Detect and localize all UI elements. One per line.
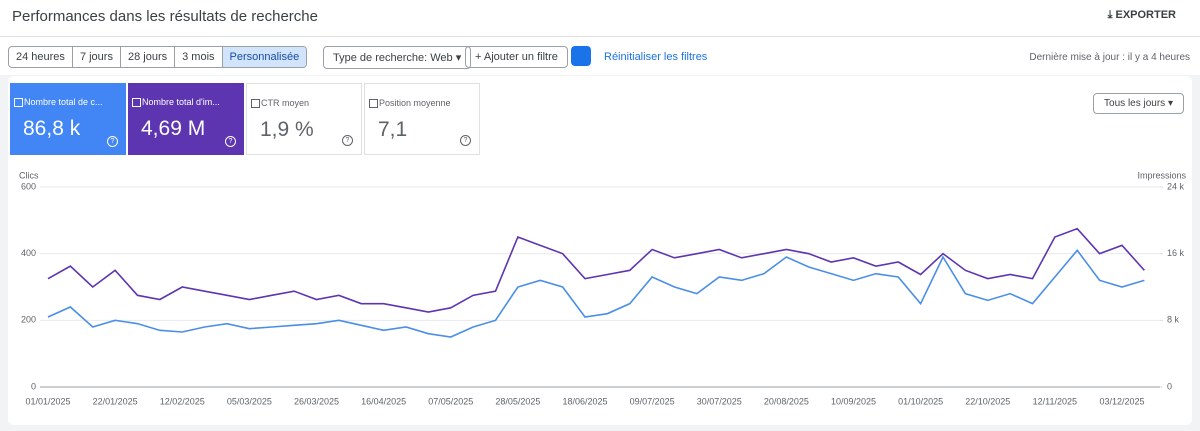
metric-label: Nombre total de c...: [24, 97, 103, 107]
reset-filters[interactable]: Réinitialiser les filtres: [604, 51, 708, 63]
x-tick-label: 01/01/2025: [25, 396, 70, 406]
checkbox[interactable]: [251, 99, 260, 108]
checkbox[interactable]: [14, 98, 23, 107]
y2-tick-label: 16 k: [1167, 248, 1185, 258]
x-tick-label: 10/09/2025: [831, 396, 876, 406]
y2-tick-label: 0: [1167, 381, 1172, 391]
x-tick-label: 12/02/2025: [160, 396, 205, 406]
checkbox[interactable]: [369, 99, 378, 108]
metric-label: Position moyenne: [379, 98, 451, 108]
x-tick-label: 09/07/2025: [630, 396, 675, 406]
y-tick-label: 400: [21, 248, 36, 258]
header: Performances dans les résultats de reche…: [0, 0, 1200, 37]
search-type[interactable]: Type de recherche: Web ▾: [323, 46, 472, 69]
metric-value: 1,9 %: [260, 118, 314, 141]
data-line: [47, 249, 1145, 338]
checkbox[interactable]: [132, 98, 141, 107]
export-button[interactable]: ⤓ EXPORTER: [1107, 9, 1176, 21]
date-range-button[interactable]: 24 heures: [9, 47, 73, 67]
x-tick-label: 30/07/2025: [697, 396, 742, 406]
y2-axis-title: Impressions: [1137, 170, 1186, 180]
y-tick-label: 200: [21, 315, 36, 325]
last-update: Dernière mise à jour : il y a 4 heures: [1029, 52, 1190, 63]
x-tick-label: 05/03/2025: [227, 396, 272, 406]
metric-label: Nombre total d'im...: [142, 97, 220, 107]
y2-tick-label: 8 k: [1167, 315, 1180, 325]
x-tick-label: 18/06/2025: [562, 396, 607, 406]
add-filter[interactable]: + Ajouter un filtre: [465, 46, 568, 68]
metric-card[interactable]: CTR moyen 1,9 %?: [246, 83, 362, 155]
metric-value: 4,69 M: [141, 117, 206, 140]
metric-card[interactable]: Nombre total d'im... 4,69 M?: [128, 83, 244, 155]
metric-card[interactable]: Nombre total de c... 86,8 k?: [10, 83, 126, 155]
y-tick-label: 600: [21, 181, 36, 191]
search-type-label[interactable]: Type de recherche: Web: [333, 52, 453, 64]
x-tick-label: 01/10/2025: [898, 396, 943, 406]
panel: Nombre total de c... 86,8 k? Nombre total …: [8, 76, 1192, 425]
filter-icon[interactable]: [571, 46, 591, 66]
export-label[interactable]: EXPORTER: [1115, 9, 1176, 21]
x-tick-label: 28/05/2025: [495, 396, 540, 406]
x-tick-label: 26/03/2025: [294, 396, 339, 406]
y-axis-title: Clics: [19, 170, 39, 180]
date-range-button[interactable]: Personnalisée: [222, 47, 307, 67]
date-range-group: 24 heures 7 jours 28 jours 3 mois Personnali…: [8, 46, 308, 68]
metric-label: CTR moyen: [261, 98, 310, 108]
x-tick-label: 03/12/2025: [1099, 396, 1144, 406]
help-icon[interactable]: ?: [107, 136, 118, 147]
date-range-button[interactable]: 28 jours: [121, 47, 176, 67]
x-tick-label: 22/10/2025: [965, 396, 1010, 406]
date-range-button[interactable]: 7 jours: [73, 47, 121, 67]
granularity[interactable]: Tous les jours ▾: [1093, 93, 1184, 114]
y-tick-label: 0: [31, 381, 36, 391]
metric-value: 7,1: [378, 118, 408, 141]
add-filter-label[interactable]: Ajouter un filtre: [483, 51, 558, 63]
toolbar: 24 heures 7 jours 28 jours 3 mois Personnali…: [0, 37, 1200, 75]
y2-tick-label: 24 k: [1167, 181, 1185, 191]
page-title: Performances dans les résultats de reche…: [12, 8, 318, 25]
granularity-label[interactable]: Tous les jours: [1104, 98, 1166, 109]
x-tick-label: 20/08/2025: [764, 396, 809, 406]
help-icon[interactable]: ?: [460, 135, 471, 146]
help-icon[interactable]: ?: [225, 136, 236, 147]
data-line: [47, 227, 1145, 313]
metric-card[interactable]: Position moyenne 7,1?: [364, 83, 480, 155]
x-tick-label: 12/11/2025: [1033, 396, 1077, 406]
x-tick-label: 16/04/2025: [361, 396, 406, 406]
help-icon[interactable]: ?: [342, 135, 353, 146]
x-tick-label: 22/01/2025: [93, 396, 138, 406]
x-tick-label: 07/05/2025: [428, 396, 473, 406]
date-range-button[interactable]: 3 mois: [175, 47, 223, 67]
metric-value: 86,8 k: [23, 117, 81, 140]
